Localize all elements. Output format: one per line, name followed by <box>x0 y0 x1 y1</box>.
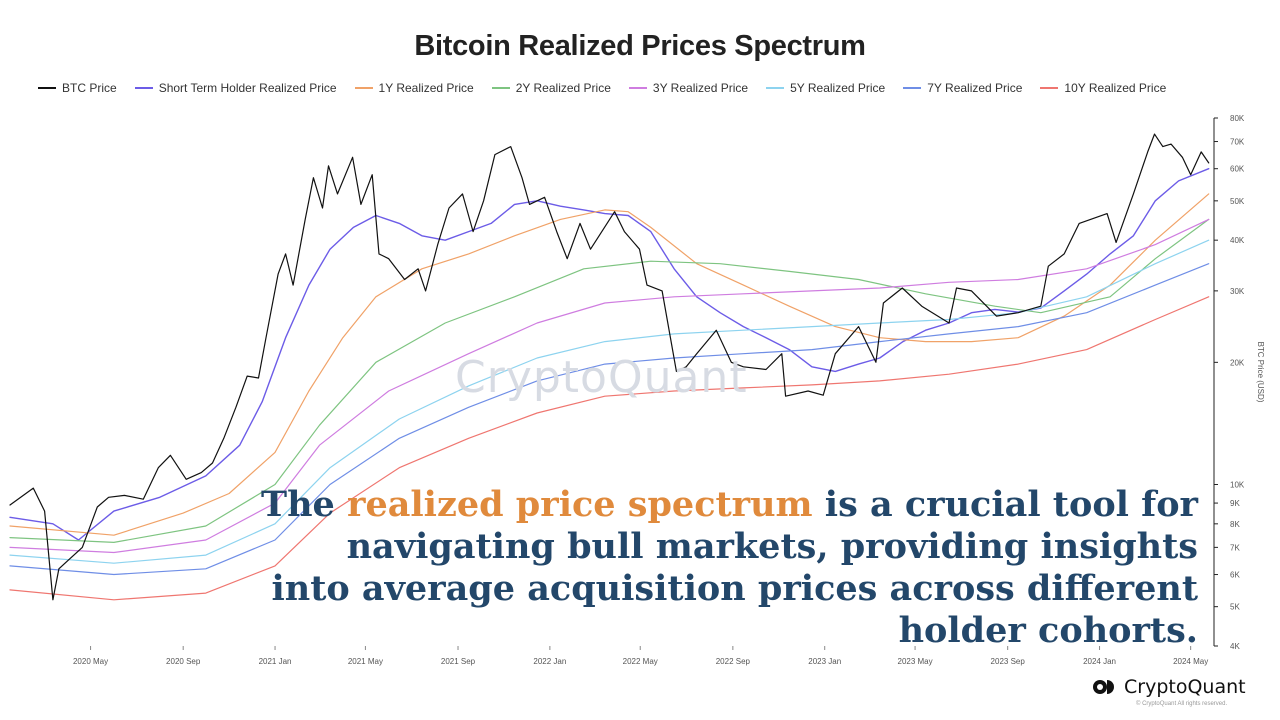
y-axis-label: BTC Price (USD) <box>1256 342 1265 403</box>
caption-part-1: The <box>261 484 347 525</box>
y-tick-label: 7K <box>1230 543 1240 552</box>
legend-swatch <box>491 87 510 89</box>
x-tick-label: 2020 Sep <box>166 657 201 666</box>
x-tick-label: 2021 Sep <box>441 657 476 666</box>
y-tick-label: 8K <box>1230 520 1240 529</box>
legend-swatch <box>1040 87 1059 89</box>
y-tick-label: 60K <box>1230 165 1245 174</box>
overlay-caption: The realized price spectrum is a crucial… <box>258 484 1198 652</box>
series-line-1y-realized-price <box>9 193 1210 536</box>
legend-swatch <box>903 87 922 89</box>
watermark-text: CryptoQuant <box>455 352 748 403</box>
legend-label: 7Y Realized Price <box>927 81 1023 95</box>
y-tick-label: 30K <box>1230 287 1245 296</box>
legend-label: 3Y Realized Price <box>652 81 749 95</box>
series-line-3y-realized-price <box>9 218 1210 554</box>
series-line-7y-realized-price <box>9 263 1210 576</box>
series-line-10y-realized-price <box>9 296 1210 601</box>
series-line-2y-realized-price <box>9 218 1210 543</box>
legend-item: 7Y Realized Price <box>903 81 1022 95</box>
legend-label: 5Y Realized Price <box>790 81 886 95</box>
legend-item: 3Y Realized Price <box>628 81 749 95</box>
legend-label: Short Term Holder Realized Price <box>158 81 337 95</box>
y-tick-label: 80K <box>1230 114 1245 123</box>
logo-text: CryptoQuant <box>1124 676 1246 698</box>
series-line-5y-realized-price <box>9 239 1210 564</box>
chart-legend: BTC Price Short Term Holder Realized Pric… <box>38 80 1184 96</box>
series-line-btc-price <box>9 133 1210 601</box>
legend-label: 1Y Realized Price <box>378 81 474 95</box>
x-tick-label: 2021 Jan <box>259 657 292 666</box>
y-tick-label: 50K <box>1230 197 1245 206</box>
caption-highlight: realized price spectrum <box>347 484 813 525</box>
legend-label: 10Y Realized Price <box>1064 81 1167 95</box>
x-tick-label: 2023 Jan <box>808 657 841 666</box>
logo-mark-icon <box>1093 680 1114 694</box>
y-tick-label: 20K <box>1230 358 1245 367</box>
x-tick-label: 2020 May <box>73 657 108 666</box>
x-tick-label: 2022 Jan <box>533 657 566 666</box>
x-tick-label: 2024 Jan <box>1083 657 1116 666</box>
legend-swatch <box>354 87 373 89</box>
y-tick-label: 9K <box>1230 499 1240 508</box>
y-tick-label: 5K <box>1230 603 1240 612</box>
legend-swatch <box>766 87 785 89</box>
caption-part-2: is a crucial tool for navigating bull ma… <box>271 484 1198 651</box>
legend-swatch <box>38 87 56 89</box>
legend-label: 2Y Realized Price <box>515 81 611 95</box>
legend-item: 2Y Realized Price <box>491 81 611 95</box>
x-tick-label: 2024 May <box>1173 657 1208 666</box>
legend-label: BTC Price <box>62 81 117 95</box>
copyright-text: © CryptoQuant All rights reserved. <box>1136 701 1228 707</box>
y-tick-label: 10K <box>1230 481 1245 490</box>
y-tick-label: 6K <box>1230 571 1240 580</box>
legend-item: BTC Price <box>38 81 117 95</box>
cryptoquant-logo: CryptoQuant <box>1092 676 1246 698</box>
x-tick-label: 2022 Sep <box>716 657 751 666</box>
x-tick-label: 2022 May <box>623 657 658 666</box>
x-tick-label: 2023 May <box>898 657 933 666</box>
legend-item: 1Y Realized Price <box>354 81 474 95</box>
x-tick-label: 2023 Sep <box>991 657 1026 666</box>
y-tick-label: 70K <box>1230 138 1245 147</box>
y-tick-label: 4K <box>1230 642 1240 651</box>
y-tick-label: 40K <box>1230 236 1245 245</box>
legend-swatch <box>628 87 647 89</box>
legend-swatch <box>134 87 153 89</box>
legend-item: Short Term Holder Realized Price <box>134 81 337 95</box>
x-tick-label: 2021 May <box>348 657 383 666</box>
legend-item: 10Y Realized Price <box>1040 81 1166 95</box>
chart-title: Bitcoin Realized Prices Spectrum <box>414 30 866 62</box>
legend-item: 5Y Realized Price <box>766 81 885 95</box>
